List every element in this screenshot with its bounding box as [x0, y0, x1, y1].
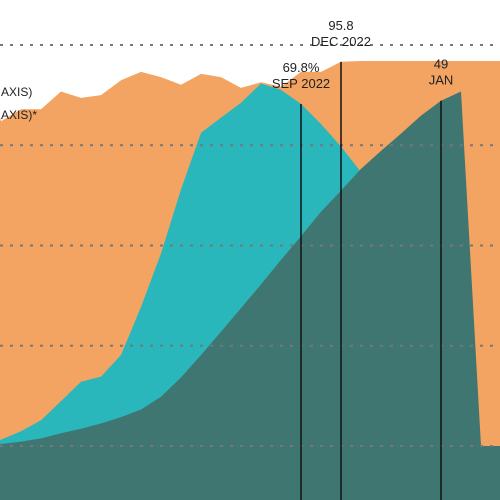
chart-areas	[0, 61, 500, 500]
annotation-value-1: 69.8%	[283, 60, 320, 75]
annotation-date-1: SEP 2022	[272, 76, 330, 91]
annotation-value-2: 95.8	[328, 18, 353, 33]
chart-legend: AXIS) AXIS)*	[1, 85, 37, 122]
annotation-value-3: 49	[434, 57, 448, 72]
annotation-date-3: JAN	[429, 73, 454, 88]
legend-entry-2: AXIS)*	[1, 108, 37, 122]
chart-gridlines	[0, 44, 500, 447]
series-area-3	[0, 91, 500, 500]
legend-entry-1: AXIS)	[1, 85, 32, 99]
annotation-date-2: DEC 2022	[311, 34, 371, 49]
